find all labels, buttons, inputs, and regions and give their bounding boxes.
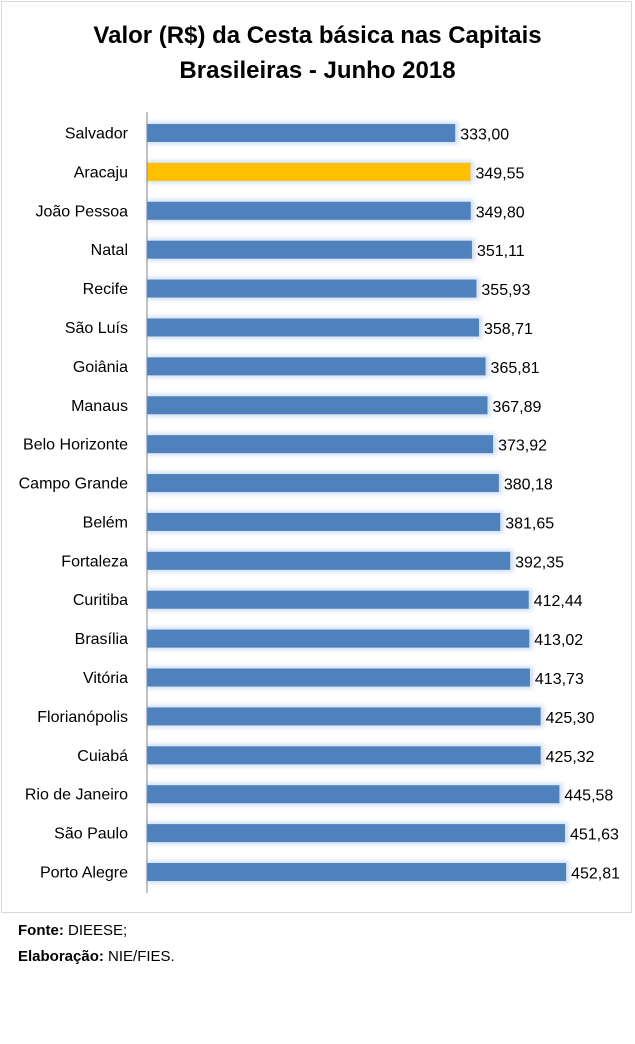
category-label: Campo Grande: [19, 476, 128, 493]
bar: [147, 162, 471, 181]
value-label: 413,73: [535, 671, 584, 688]
value-label: 333,00: [460, 127, 509, 144]
category-label: Salvador: [65, 126, 129, 143]
value-label: 425,30: [546, 710, 595, 727]
value-label: 373,92: [498, 438, 547, 455]
category-label: Rio de Janeiro: [25, 787, 128, 804]
bar: [147, 396, 488, 415]
bar: [147, 201, 471, 220]
category-label: Brasília: [75, 631, 128, 648]
category-label: Goiânia: [73, 359, 128, 376]
category-label: Porto Alegre: [40, 865, 128, 882]
category-label: Curitiba: [73, 592, 128, 609]
bar: [147, 474, 499, 493]
category-label: São Luís: [65, 320, 128, 337]
bar: [147, 240, 472, 259]
category-label: Belém: [83, 514, 128, 531]
category-label: Florianópolis: [37, 709, 128, 726]
value-label: 355,93: [481, 282, 530, 299]
category-label: Cuiabá: [77, 748, 128, 765]
category-label: Aracaju: [74, 164, 128, 181]
chart-title-line-1: Valor (R$) da Cesta básica nas Capitais: [93, 22, 542, 49]
bar: [147, 318, 479, 337]
bar: [147, 124, 456, 142]
value-label: 367,89: [492, 399, 541, 416]
category-label: Manaus: [71, 398, 128, 415]
category-label: Vitória: [83, 670, 128, 687]
source-note: Fonte: DIEESE;: [18, 922, 127, 939]
bar: [147, 357, 486, 376]
value-label: 413,02: [534, 632, 583, 649]
bar: [147, 279, 477, 298]
bar: [147, 668, 530, 687]
bar: [147, 863, 567, 881]
bar-plot: Salvador 333,00 Aracaju 349,55 João Pessoa 34…: [19, 112, 620, 893]
value-label: 445,58: [564, 788, 613, 805]
value-label: 349,55: [476, 165, 525, 182]
credit-note: Elaboração: NIE/FIES.: [18, 948, 175, 965]
chart-title-line-2: Brasileiras - Junho 2018: [179, 57, 456, 84]
value-label: 358,71: [484, 321, 533, 338]
bar: [147, 435, 494, 454]
value-label: 452,81: [571, 866, 620, 883]
bar: [147, 629, 530, 648]
credit-value: NIE/FIES.: [108, 948, 175, 965]
value-label: 365,81: [491, 360, 540, 377]
bar: [147, 590, 529, 609]
value-label: 451,63: [570, 827, 619, 844]
value-label: 380,18: [504, 477, 553, 494]
category-label: Natal: [91, 242, 128, 259]
bar: [147, 512, 501, 531]
bar: [147, 746, 541, 765]
category-label: São Paulo: [54, 826, 128, 843]
value-label: 425,32: [546, 749, 595, 766]
chart-frame: [1, 1, 632, 913]
value-label: 351,11: [477, 243, 525, 260]
category-label: Recife: [83, 281, 128, 298]
bar: [147, 551, 511, 570]
value-label: 412,44: [534, 593, 583, 610]
source-label: Fonte:: [18, 922, 64, 939]
bar: [147, 707, 541, 726]
bar: [147, 785, 560, 804]
category-label: Belo Horizonte: [23, 437, 128, 454]
category-label: João Pessoa: [35, 203, 128, 220]
source-value: DIEESE;: [68, 922, 128, 939]
value-label: 349,80: [476, 204, 525, 221]
bar: [147, 824, 565, 843]
credit-label: Elaboração:: [18, 948, 104, 965]
category-label: Fortaleza: [61, 553, 128, 570]
value-label: 381,65: [505, 515, 554, 532]
value-label: 392,35: [515, 554, 564, 571]
